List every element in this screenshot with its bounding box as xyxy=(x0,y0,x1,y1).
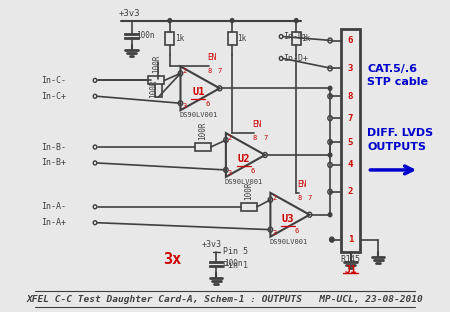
Text: 8: 8 xyxy=(207,68,211,74)
Text: 2: 2 xyxy=(348,187,353,196)
Text: Pin 5: Pin 5 xyxy=(223,247,248,256)
Text: 6: 6 xyxy=(295,228,299,234)
Text: 2: 2 xyxy=(182,68,186,74)
Circle shape xyxy=(328,213,332,217)
Circle shape xyxy=(329,237,334,242)
Text: 2: 2 xyxy=(272,195,276,201)
Text: 7: 7 xyxy=(263,135,268,141)
Text: CAT.5/.6
STP cable: CAT.5/.6 STP cable xyxy=(368,64,428,87)
Text: RJ45: RJ45 xyxy=(341,255,360,264)
Text: 100R: 100R xyxy=(244,181,253,200)
Text: 3: 3 xyxy=(348,64,353,73)
Text: 100R: 100R xyxy=(149,79,158,98)
Text: DS90LV001: DS90LV001 xyxy=(269,239,307,245)
Text: DS90LV001: DS90LV001 xyxy=(179,112,217,118)
Circle shape xyxy=(230,19,234,22)
Bar xyxy=(341,29,360,251)
Bar xyxy=(195,143,211,151)
Text: 100n: 100n xyxy=(136,31,154,40)
Text: 100R: 100R xyxy=(152,55,161,73)
Text: 4: 4 xyxy=(348,160,353,169)
Text: Pin 1: Pin 1 xyxy=(223,261,248,270)
Circle shape xyxy=(328,153,332,157)
Text: 7: 7 xyxy=(218,68,222,74)
Text: In-B+: In-B+ xyxy=(40,158,66,168)
Text: 8: 8 xyxy=(348,92,353,101)
Text: EN: EN xyxy=(207,53,216,62)
Bar xyxy=(241,203,257,211)
Text: In-C+: In-C+ xyxy=(40,92,66,101)
Text: 3x: 3x xyxy=(163,252,181,267)
Text: 1k: 1k xyxy=(302,34,311,43)
Circle shape xyxy=(168,19,171,22)
Text: DIFF. LVDS
OUTPUTS: DIFF. LVDS OUTPUTS xyxy=(368,129,433,152)
Text: In-A+: In-A+ xyxy=(40,218,66,227)
Text: In-D+: In-D+ xyxy=(283,54,308,63)
Text: 2: 2 xyxy=(228,135,232,141)
Text: 100n: 100n xyxy=(224,259,243,268)
Text: 8: 8 xyxy=(297,195,302,201)
Text: EN: EN xyxy=(252,120,262,129)
Text: U3: U3 xyxy=(282,214,294,224)
Text: EN: EN xyxy=(297,180,306,189)
Text: 6: 6 xyxy=(251,168,255,174)
Bar xyxy=(155,79,162,97)
Text: U1: U1 xyxy=(192,87,205,97)
Text: 1k: 1k xyxy=(175,34,184,43)
Text: J1: J1 xyxy=(344,265,357,275)
Bar xyxy=(292,32,301,46)
Text: 6: 6 xyxy=(205,101,209,107)
Text: In-A-: In-A- xyxy=(40,202,66,211)
Bar xyxy=(228,32,237,46)
Text: +3v3: +3v3 xyxy=(119,9,140,17)
Bar xyxy=(148,76,164,84)
Text: 3: 3 xyxy=(228,170,232,176)
Text: DS90LV001: DS90LV001 xyxy=(225,179,263,185)
Circle shape xyxy=(294,19,298,22)
Text: 1k: 1k xyxy=(238,34,247,43)
Text: In-B-: In-B- xyxy=(40,143,66,152)
Text: In-C-: In-C- xyxy=(40,76,66,85)
Text: 5: 5 xyxy=(348,138,353,147)
Circle shape xyxy=(328,86,332,90)
Text: 100R: 100R xyxy=(198,122,207,140)
Text: U2: U2 xyxy=(238,154,250,164)
Text: +3v3: +3v3 xyxy=(202,240,222,249)
Text: 1: 1 xyxy=(348,235,353,244)
Text: 7: 7 xyxy=(348,114,353,123)
Text: XFEL C-C Test Daughter Card-A, Schem-1 : OUTPUTS   MP-UCL, 23-08-2010: XFEL C-C Test Daughter Card-A, Schem-1 :… xyxy=(27,295,423,304)
Text: In-D-: In-D- xyxy=(283,32,308,41)
Text: 8: 8 xyxy=(252,135,257,141)
Text: 3: 3 xyxy=(182,103,186,109)
Bar xyxy=(165,32,174,46)
Text: 7: 7 xyxy=(308,195,312,201)
Text: 3: 3 xyxy=(272,230,276,236)
Text: 6: 6 xyxy=(348,36,353,45)
